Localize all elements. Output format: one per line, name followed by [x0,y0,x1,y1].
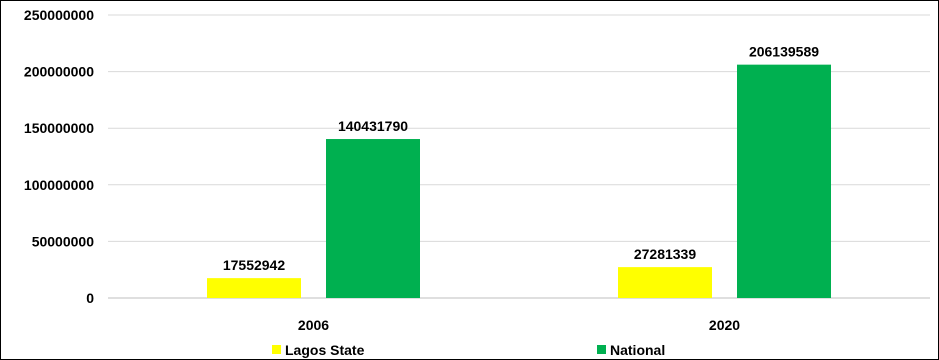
y-tick-label: 100000000 [24,177,94,193]
legend-swatch [272,345,281,354]
bar-lagos-state [618,267,712,298]
legend-swatch [597,345,606,354]
data-label: 17552942 [223,257,286,273]
y-tick-label: 0 [86,290,94,306]
data-label: 206139589 [749,44,819,60]
data-label: 27281339 [634,246,697,262]
data-label: 140431790 [338,118,408,134]
bar-lagos-state [207,278,301,298]
x-axis-categories: 2006 2020 [298,317,740,333]
y-axis-ticks: 0 50000000 100000000 150000000 200000000 2500… [24,7,94,306]
y-tick-label: 250000000 [24,7,94,23]
legend-label: Lagos State [285,342,365,358]
x-category-label: 2020 [709,317,740,333]
data-labels: 17552942 140431790 27281339 206139589 [223,44,819,273]
y-tick-label: 50000000 [32,233,95,249]
y-tick-label: 200000000 [24,64,94,80]
bar-national [326,139,420,298]
y-tick-label: 150000000 [24,120,94,136]
bars [207,64,831,298]
x-category-label: 2006 [298,317,329,333]
legend: Lagos State National [272,342,665,358]
bar-national [737,64,831,298]
legend-label: National [610,342,665,358]
